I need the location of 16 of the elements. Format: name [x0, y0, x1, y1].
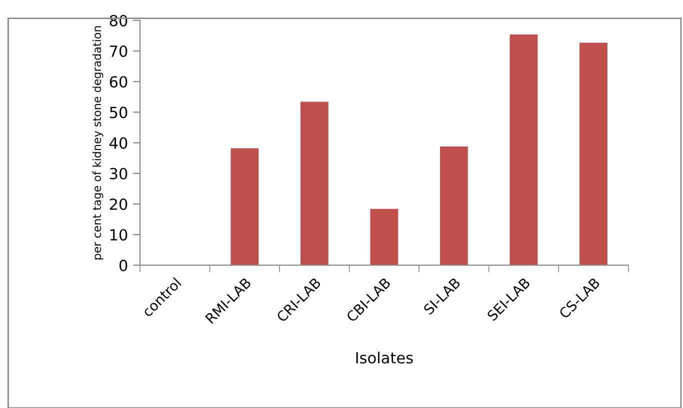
y-tick-label: 40: [110, 137, 128, 149]
x-axis-title: Isolates: [356, 352, 413, 364]
y-tick-label: 30: [110, 168, 128, 180]
y-tick-label: 60: [110, 76, 128, 88]
bar: [300, 102, 328, 266]
y-tick-label: 70: [110, 45, 128, 58]
y-tick-label: 50: [110, 106, 128, 118]
y-tick-label: 20: [110, 198, 128, 210]
bar: [510, 34, 538, 266]
bar: [230, 148, 259, 266]
y-tick-label: 0: [119, 260, 128, 272]
bar: [440, 146, 468, 266]
bar: [370, 208, 398, 266]
y-tick-label: 10: [110, 229, 128, 241]
bar: [580, 42, 608, 266]
y-axis-title: per cent tage of kidney stone degradation: [92, 26, 104, 260]
